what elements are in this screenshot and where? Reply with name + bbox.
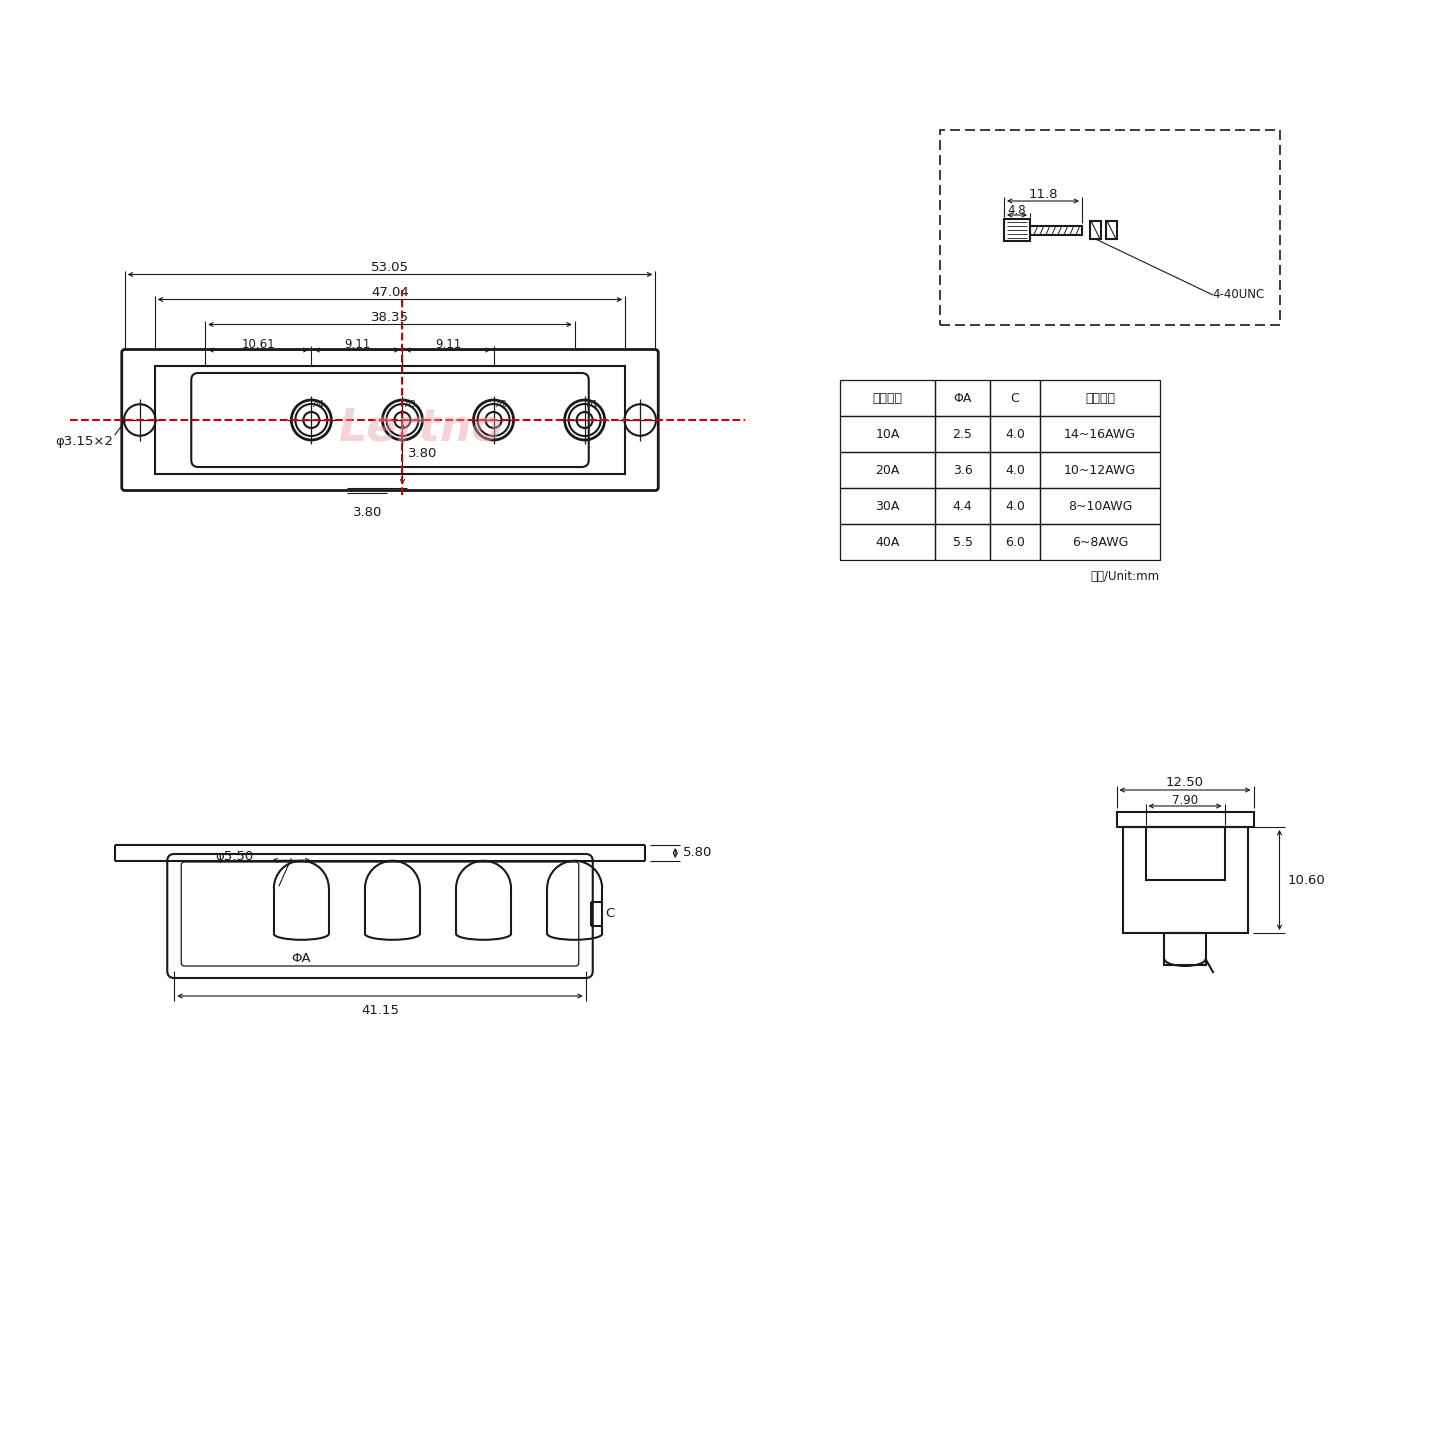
Bar — [840, 524, 935, 560]
Text: 4-40UNC: 4-40UNC — [1212, 288, 1264, 301]
Text: 单位/Unit:mm: 单位/Unit:mm — [1092, 570, 1161, 583]
Text: 6.0: 6.0 — [1005, 536, 1025, 549]
Text: ΦA: ΦA — [953, 392, 972, 405]
Text: Lertno: Lertno — [338, 406, 503, 449]
Text: 线材规格: 线材规格 — [1084, 392, 1115, 405]
Bar — [1145, 827, 1224, 880]
Bar — [840, 488, 935, 524]
Bar — [1123, 827, 1247, 933]
Bar — [935, 380, 991, 416]
Text: 40A: 40A — [876, 536, 900, 549]
Text: C: C — [1011, 392, 1020, 405]
Text: A3: A3 — [405, 400, 416, 409]
Bar — [991, 488, 1040, 524]
Bar — [1040, 452, 1161, 488]
Text: 4.8: 4.8 — [1008, 203, 1027, 216]
Text: 2.5: 2.5 — [953, 428, 972, 441]
Bar — [991, 524, 1040, 560]
Text: φ3.15×2: φ3.15×2 — [55, 435, 112, 448]
Text: 6~8AWG: 6~8AWG — [1071, 536, 1128, 549]
Text: 9.11: 9.11 — [435, 337, 461, 350]
Text: ΦA: ΦA — [291, 952, 311, 965]
Bar — [1030, 226, 1081, 235]
Text: 3.6: 3.6 — [953, 464, 972, 477]
Text: 4.0: 4.0 — [1005, 428, 1025, 441]
Text: 4.0: 4.0 — [1005, 500, 1025, 513]
Bar — [1040, 416, 1161, 452]
Bar — [991, 380, 1040, 416]
Text: φ5.50: φ5.50 — [215, 850, 253, 863]
Text: 10.60: 10.60 — [1287, 874, 1325, 887]
Bar — [935, 524, 991, 560]
Bar — [935, 488, 991, 524]
Text: 4.0: 4.0 — [1005, 464, 1025, 477]
Bar — [935, 416, 991, 452]
Text: 14~16AWG: 14~16AWG — [1064, 428, 1136, 441]
Bar — [1040, 524, 1161, 560]
Bar — [1090, 220, 1102, 239]
Text: 10A: 10A — [876, 428, 900, 441]
Bar — [1165, 933, 1205, 965]
Text: 47.04: 47.04 — [372, 287, 409, 300]
Text: 额定电流: 额定电流 — [873, 392, 903, 405]
Text: A2: A2 — [495, 400, 507, 409]
Text: 12.50: 12.50 — [1166, 776, 1204, 789]
Bar — [1040, 380, 1161, 416]
Text: 7.90: 7.90 — [1172, 795, 1198, 808]
Text: 5.80: 5.80 — [683, 847, 713, 860]
Text: 41.15: 41.15 — [361, 1004, 399, 1017]
Text: 9.11: 9.11 — [344, 337, 370, 350]
Text: 20A: 20A — [876, 464, 900, 477]
Bar — [935, 452, 991, 488]
Text: 3.80: 3.80 — [409, 448, 438, 461]
Text: 11.8: 11.8 — [1028, 187, 1058, 200]
Bar — [1004, 219, 1030, 240]
Text: 30A: 30A — [876, 500, 900, 513]
Bar — [991, 416, 1040, 452]
Bar — [1116, 812, 1253, 827]
Text: 10~12AWG: 10~12AWG — [1064, 464, 1136, 477]
Text: 10.61: 10.61 — [242, 337, 275, 350]
Bar — [940, 130, 1280, 325]
Text: 5.5: 5.5 — [952, 536, 972, 549]
Text: 4.4: 4.4 — [953, 500, 972, 513]
Text: 8~10AWG: 8~10AWG — [1068, 500, 1132, 513]
Bar — [1040, 488, 1161, 524]
Text: 38.35: 38.35 — [372, 311, 409, 324]
Bar — [156, 366, 625, 474]
Text: A1: A1 — [586, 400, 599, 409]
Bar — [840, 452, 935, 488]
Bar — [840, 416, 935, 452]
Bar — [840, 380, 935, 416]
Bar — [991, 452, 1040, 488]
Text: 3.80: 3.80 — [353, 505, 382, 518]
Text: 53.05: 53.05 — [372, 261, 409, 274]
Bar — [1106, 220, 1117, 239]
Text: A4: A4 — [314, 400, 325, 409]
Text: C: C — [606, 907, 615, 920]
